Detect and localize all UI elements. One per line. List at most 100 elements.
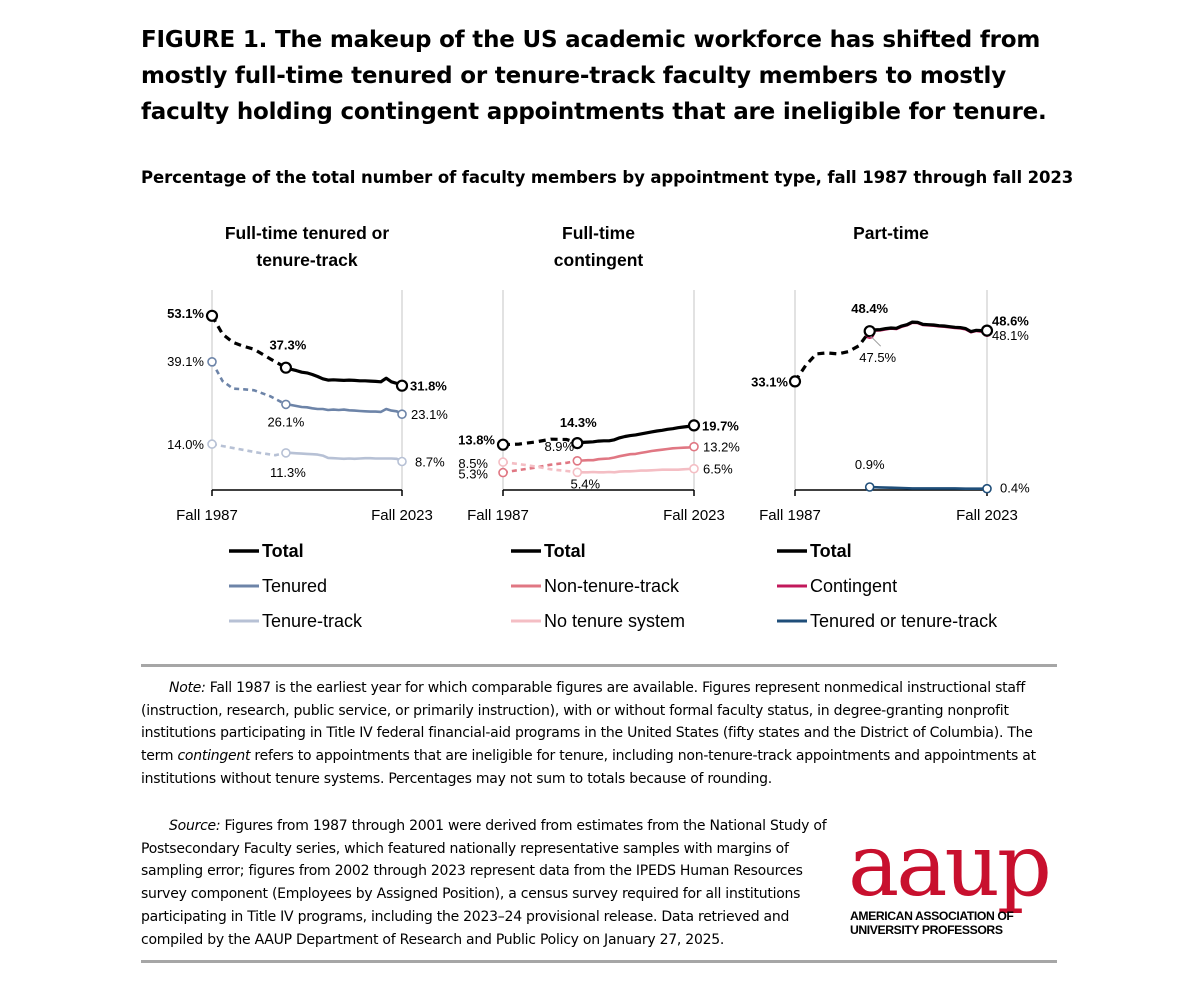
series-line-tenured (285, 403, 403, 416)
source-label: Source: (169, 818, 221, 834)
note-label: Note: (169, 680, 206, 696)
legend-label-non-tenure-track: Non-tenure-track (544, 576, 680, 596)
series-line-total (869, 320, 987, 334)
series-tenured (207, 356, 407, 420)
series-line-tenure-track (285, 451, 403, 463)
series-line-tenured-or-tenure-track (869, 485, 987, 491)
data-label: 26.1% (267, 414, 304, 429)
data-label: 37.3% (269, 338, 306, 353)
note-term: contingent (177, 748, 251, 765)
data-label: 19.7% (702, 418, 739, 433)
data-label: 14.3% (560, 415, 597, 430)
legend-label-total: Total (262, 541, 304, 561)
x-tick-label: Fall 2023 (371, 507, 433, 524)
marker-total-2023 (980, 324, 994, 337)
series-line-total (577, 423, 695, 445)
series-non-tenure-track (498, 441, 699, 478)
data-label: 48.1% (992, 328, 1029, 343)
series-total (496, 419, 701, 451)
series-line-no-tenure-system (577, 467, 695, 474)
chart-area: Full-time tenured or tenure-track Fall 198… (167, 223, 1030, 631)
source-paragraph: Source: Figures from 1987 through 2001 w… (141, 815, 841, 951)
legend-label-tenure-track: Tenure-track (262, 611, 363, 631)
marker-total-2023 (687, 419, 701, 432)
series-line-tenure-track-estimate (211, 442, 287, 457)
series-no-tenure-system (498, 457, 699, 478)
legend-label-total: Total (810, 541, 852, 561)
marker-non-tenure-track-2001 (572, 455, 583, 466)
panel-title: Full-time tenured or (225, 223, 390, 243)
data-label: 11.3% (270, 465, 306, 480)
panel-title: tenure-track (256, 250, 357, 270)
series-line-no-tenure-system-estimate (502, 460, 578, 474)
top-divider (141, 664, 1057, 667)
marker-no-tenure-system-2001 (572, 467, 583, 478)
legend-label-total: Total (544, 541, 586, 561)
panel-title: Part-time (853, 223, 929, 243)
series-line-total-estimate (793, 330, 871, 383)
series-line-non-tenure-track (577, 445, 695, 463)
series-tenure-track (207, 439, 407, 467)
logo-name-line-1: AMERICAN ASSOCIATION OF (850, 909, 1014, 923)
chart-panel-2: Full-time contingent Fall 1987 Fall 2023 13.… (458, 223, 740, 631)
marker-tenured-or-tenure-track-2001 (864, 482, 875, 492)
marker-tenure-track-2023 (397, 456, 407, 467)
x-tick-label: Fall 1987 (467, 507, 529, 524)
marker-non-tenure-track-1987 (498, 467, 508, 478)
legend-panel-1: Total Tenured Tenure-track (229, 541, 363, 631)
note-text-2: refers to appointments that are ineligib… (141, 748, 1036, 787)
logo-name-line-2: UNIVERSITY PROFESSORS (850, 922, 1003, 937)
data-label: 31.8% (410, 379, 447, 394)
marker-total-2023 (395, 379, 409, 392)
marker-tenured-or-tenure-track-2023 (982, 483, 992, 494)
marker-tenure-track-2001 (281, 448, 291, 458)
series-line-total (285, 366, 403, 388)
data-label: 23.1% (411, 407, 448, 422)
data-label: 53.1% (167, 306, 204, 321)
marker-total-2001 (863, 325, 876, 338)
legend-panel-3: Total Contingent Tenured or tenure-track (777, 541, 998, 631)
marker-total-1987 (496, 438, 510, 451)
data-label: 8.5% (458, 456, 488, 471)
data-label: 47.5% (859, 350, 896, 365)
label-leader-line (870, 335, 882, 347)
marker-no-tenure-system-2023 (689, 463, 699, 474)
bottom-divider (141, 960, 1057, 963)
marker-tenured-1987 (207, 356, 217, 367)
data-label: 5.3% (458, 467, 488, 482)
x-tick-label: Fall 1987 (759, 507, 821, 524)
data-label: 48.4% (851, 301, 888, 316)
data-label: 5.4% (570, 476, 600, 491)
logo-wordmark: aaup (848, 816, 1052, 916)
data-label: 6.5% (703, 462, 733, 477)
series-line-tenured-estimate (210, 361, 287, 406)
data-label: 13.2% (703, 440, 740, 455)
data-label: 8.7% (415, 455, 445, 470)
legend-label-tenured-or-tenure-track: Tenured or tenure-track (810, 611, 998, 631)
marker-tenure-track-1987 (207, 439, 217, 449)
marker-total-1987 (788, 375, 802, 388)
marker-tenured-2001 (281, 399, 291, 410)
data-label: 33.1% (751, 374, 788, 389)
data-label: 48.6% (992, 314, 1029, 329)
note-text-1: Fall 1987 is the earliest year for which… (141, 680, 1033, 765)
data-label: 14.0% (167, 437, 204, 452)
data-label: 0.9% (855, 457, 885, 472)
source-text: Figures from 1987 through 2001 were deri… (141, 818, 827, 948)
series-line-non-tenure-track-estimate (502, 459, 578, 474)
legend-label-contingent: Contingent (810, 576, 897, 596)
data-label: 13.8% (458, 433, 495, 448)
marker-total-1987 (205, 309, 219, 322)
data-label: 8.9% (544, 439, 574, 454)
aaup-logo: aaup AMERICAN ASSOCIATION OF UNIVERSITY P… (848, 816, 1063, 938)
x-tick-label: Fall 2023 (663, 507, 725, 524)
panel-title: Full-time (562, 223, 635, 243)
note-paragraph: Note: Fall 1987 is the earliest year for… (141, 677, 1057, 791)
panel-title: contingent (554, 250, 644, 270)
data-label: 0.4% (1000, 481, 1030, 496)
figure-subtitle: Percentage of the total number of facult… (141, 168, 1074, 187)
logo-name: AMERICAN ASSOCIATION OF UNIVERSITY PROFES… (850, 909, 1040, 937)
figure-title: FIGURE 1. The makeup of the US academic … (141, 27, 1047, 125)
x-tick-label: Fall 2023 (956, 507, 1018, 524)
chart-panel-1: Full-time tenured or tenure-track Fall 198… (167, 223, 448, 631)
